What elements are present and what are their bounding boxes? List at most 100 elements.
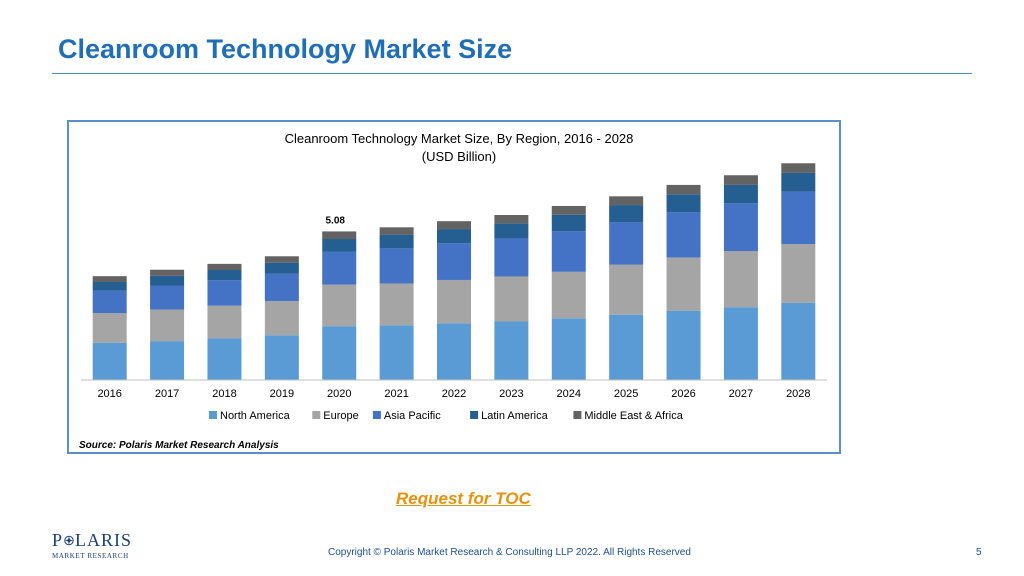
legend-swatch-1 xyxy=(312,411,321,419)
bar-segment-2026-2 xyxy=(666,212,701,258)
chart-frame: Cleanroom Technology Market Size, By Reg… xyxy=(67,120,841,454)
bar-segment-2026-4 xyxy=(666,184,701,195)
chart-title: Cleanroom Technology Market Size, By Reg… xyxy=(285,131,634,146)
bar-segment-2019-0 xyxy=(264,335,299,380)
bar-segment-2020-2 xyxy=(322,251,357,285)
chart-source: Source: Polaris Market Research Analysis xyxy=(79,440,279,451)
bar-segment-2019-2 xyxy=(264,273,299,302)
x-tick-labels: 2016 2017 2018 2019 2020 2021 2022 2023 2024 2025… xyxy=(97,388,810,400)
x-tick-label-2018: 2018 xyxy=(212,388,236,400)
x-tick-label-2020: 2020 xyxy=(327,388,351,400)
x-tick-label-2027: 2027 xyxy=(729,388,753,400)
bar-segment-2028-2 xyxy=(781,191,816,244)
logo-letters-laris: LARIS xyxy=(74,530,132,550)
bar-segment-2025-1 xyxy=(609,264,644,315)
bar-segment-2024-1 xyxy=(551,271,586,319)
bar-segment-2025-3 xyxy=(609,205,644,223)
bar-segment-2022-3 xyxy=(437,229,471,244)
bar-segment-2017-1 xyxy=(150,309,185,342)
logo-tagline: MARKET RESEARCH xyxy=(52,552,129,560)
x-tick-label-2028: 2028 xyxy=(786,388,810,400)
legend-swatch-4 xyxy=(573,411,582,419)
x-tick-label-2024: 2024 xyxy=(557,388,581,400)
bar-segment-2024-3 xyxy=(551,214,586,232)
legend-swatch-2 xyxy=(372,411,381,419)
bar-segment-2027-0 xyxy=(723,307,758,380)
legend-label-4: Middle East & Africa xyxy=(584,410,683,422)
page-number: 5 xyxy=(976,547,982,558)
bar-segment-2020-0 xyxy=(322,326,357,380)
bar-segment-2024-4 xyxy=(551,205,586,215)
bar-segment-2021-1 xyxy=(379,283,414,326)
bar-segment-2027-1 xyxy=(723,251,758,308)
bar-segment-2026-0 xyxy=(666,310,701,380)
x-tick-label-2025: 2025 xyxy=(614,388,638,400)
bars-layer: 5.08 xyxy=(92,163,816,380)
x-tick-label-2026: 2026 xyxy=(671,388,695,400)
bar-segment-2023-3 xyxy=(494,223,529,239)
bar-segment-2023-0 xyxy=(494,321,529,380)
bar-segment-2016-3 xyxy=(92,282,127,291)
x-tick-label-2021: 2021 xyxy=(384,388,408,400)
bar-segment-2023-4 xyxy=(494,215,529,224)
bar-segment-2016-0 xyxy=(92,342,127,380)
title-divider xyxy=(52,73,972,74)
bar-segment-2016-4 xyxy=(92,276,127,283)
bar-segment-2027-2 xyxy=(723,203,758,252)
bar-segment-2028-3 xyxy=(781,172,816,192)
bar-segment-2028-1 xyxy=(781,243,816,303)
bar-segment-2021-0 xyxy=(379,325,414,380)
bar-segment-2024-2 xyxy=(551,231,586,272)
x-tick-label-2017: 2017 xyxy=(155,388,179,400)
request-toc-link[interactable]: Request for TOC xyxy=(396,489,531,508)
bar-segment-2027-3 xyxy=(723,184,758,204)
bar-segment-2027-4 xyxy=(723,175,758,185)
bar-segment-2025-2 xyxy=(609,222,644,265)
logo-wordmark: P LARIS xyxy=(52,531,132,549)
bar-segment-2017-0 xyxy=(150,341,185,380)
bar-segment-2020-1 xyxy=(322,284,357,327)
bar-segment-2020-4 xyxy=(322,231,357,240)
legend-label-1: Europe xyxy=(323,410,358,422)
legend-swatch-3 xyxy=(470,411,479,419)
bar-segment-2016-2 xyxy=(92,290,127,314)
legend-label-2: Asia Pacific xyxy=(384,410,441,422)
bar-segment-2019-4 xyxy=(264,256,299,263)
x-tick-label-2019: 2019 xyxy=(270,388,294,400)
bar-segment-2022-4 xyxy=(437,221,471,230)
legend-swatch-0 xyxy=(209,411,217,419)
bar-segment-2023-2 xyxy=(494,238,529,277)
x-tick-label-2022: 2022 xyxy=(442,388,466,400)
bar-segment-2016-1 xyxy=(92,313,127,343)
legend: North America Europe Asia Pacific Latin Ame… xyxy=(209,410,684,422)
bar-segment-2019-3 xyxy=(264,262,299,274)
bar-segment-2018-4 xyxy=(207,263,242,271)
bar-segment-2021-2 xyxy=(379,248,414,284)
bar-segment-2018-0 xyxy=(207,338,242,380)
bar-segment-2026-3 xyxy=(666,194,701,213)
bar-segment-2021-4 xyxy=(379,227,414,235)
bar-segment-2020-3 xyxy=(322,239,357,252)
compass-star-icon xyxy=(64,535,74,545)
bar-segment-2018-2 xyxy=(207,280,242,306)
bar-segment-2023-1 xyxy=(494,276,529,322)
stacked-bar-chart: Cleanroom Technology Market Size, By Reg… xyxy=(79,131,827,451)
logo-letter-p: P xyxy=(52,530,64,550)
bar-segment-2022-0 xyxy=(437,323,471,380)
bar-segment-2019-1 xyxy=(264,301,299,336)
bar-segment-2028-0 xyxy=(781,302,816,380)
bar-segment-2025-4 xyxy=(609,196,644,206)
bar-segment-2028-4 xyxy=(781,163,816,173)
bar-segment-2021-3 xyxy=(379,234,414,249)
bar-segment-2022-2 xyxy=(437,243,471,280)
bar-segment-2017-2 xyxy=(150,285,185,310)
x-tick-label-2023: 2023 xyxy=(499,388,523,400)
polaris-logo: P LARIS MARKET RESEARCH xyxy=(52,531,132,563)
bar-segment-2017-3 xyxy=(150,275,185,286)
data-label-2020: 5.08 xyxy=(325,215,345,226)
bar-segment-2026-1 xyxy=(666,257,701,311)
copyright-text: Copyright © Polaris Market Research & Co… xyxy=(328,547,691,558)
bar-segment-2018-1 xyxy=(207,305,242,339)
bar-segment-2025-0 xyxy=(609,314,644,380)
legend-label-3: Latin America xyxy=(481,410,549,422)
